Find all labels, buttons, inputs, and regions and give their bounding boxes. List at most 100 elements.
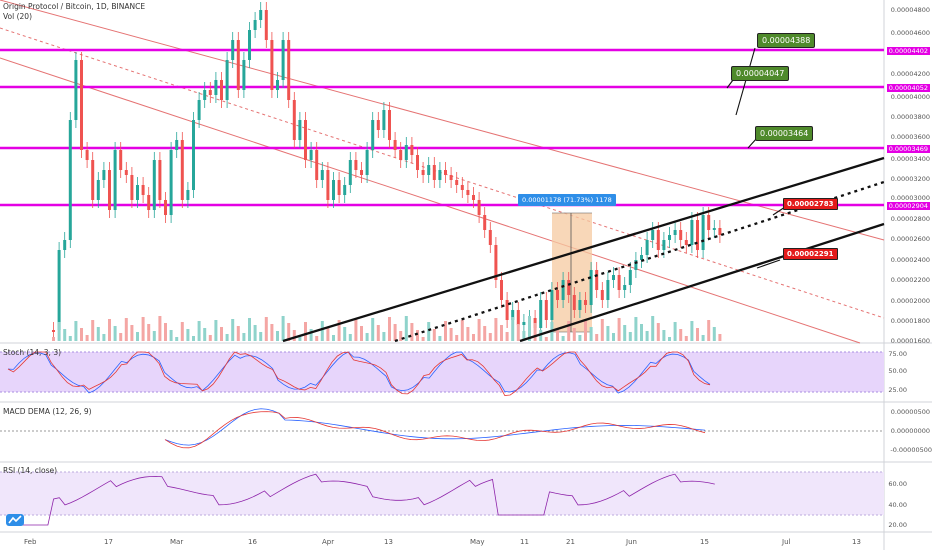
volume-bar — [628, 332, 632, 341]
desc-channel-upper[interactable] — [0, 0, 885, 241]
price-label: 0.00002400 — [890, 256, 930, 264]
candle — [287, 40, 291, 100]
price-label: 0.00002000 — [890, 297, 930, 305]
volume-bar — [214, 320, 218, 341]
candle — [147, 195, 151, 210]
candle — [253, 20, 257, 30]
time-label: 16 — [248, 538, 257, 546]
candle — [74, 60, 78, 120]
candle — [567, 280, 571, 295]
volume-bar — [360, 326, 363, 341]
volume-bar — [696, 328, 699, 341]
candle — [270, 40, 274, 90]
volume-bar — [438, 336, 442, 341]
volume-bar — [141, 317, 145, 341]
candle — [152, 160, 156, 210]
time-label: Feb — [24, 538, 37, 546]
volume-bar — [91, 320, 95, 341]
candle — [718, 228, 722, 235]
candle — [63, 240, 67, 250]
volume-bar — [578, 335, 582, 341]
candle — [186, 190, 190, 200]
candle — [712, 228, 716, 230]
volume-bar — [180, 322, 184, 341]
price-tag-upper[interactable]: 0.00002783 — [783, 198, 838, 210]
desc-channel-lower[interactable] — [0, 57, 861, 344]
volume-bar — [169, 330, 173, 341]
candle — [640, 255, 643, 260]
desc-channel-mid[interactable] — [0, 27, 885, 319]
volume-bar — [600, 319, 604, 341]
candle — [164, 200, 167, 215]
measure-label[interactable]: 0.00001178 (71.73%) 1178 — [518, 194, 616, 206]
volume-bar — [561, 336, 565, 341]
candle — [449, 175, 453, 180]
asc-channel-lower[interactable] — [519, 222, 885, 343]
candle — [460, 185, 464, 190]
candle — [169, 150, 173, 215]
volume-bar — [472, 334, 475, 341]
candle — [673, 230, 677, 235]
candle — [382, 110, 386, 130]
volume-bar — [68, 336, 72, 341]
stoch-axis-50: 50.00 — [888, 367, 907, 375]
volume-bar — [393, 324, 397, 341]
rsi-line — [8, 473, 715, 526]
candle — [612, 275, 615, 280]
volume-bar — [584, 320, 587, 341]
price-label: 0.00003400 — [890, 155, 930, 163]
volume-bar — [707, 320, 711, 341]
volume-bar — [516, 324, 520, 341]
candle — [91, 160, 95, 200]
volume-bar — [427, 322, 431, 341]
macd-axis-pos: 0.00000500 — [890, 408, 930, 416]
callout-3[interactable]: 0.00003464 — [755, 126, 814, 141]
volume-bar — [404, 316, 408, 341]
volume-bar — [567, 321, 571, 341]
volume-bar — [315, 336, 319, 341]
candle — [175, 140, 179, 150]
candle — [645, 240, 649, 255]
volume-bar — [337, 320, 341, 341]
candle — [662, 240, 666, 250]
candle — [360, 170, 363, 175]
stoch-axis-75: 75.00 — [888, 350, 907, 358]
callout-2[interactable]: 0.00004047 — [731, 66, 790, 81]
measure-box[interactable] — [552, 213, 592, 332]
volume-bar — [203, 328, 207, 341]
candle — [108, 170, 111, 210]
rsi-axis-20: 20.00 — [888, 521, 907, 529]
price-label: 0.00002200 — [890, 276, 930, 284]
candle — [376, 120, 380, 130]
candle — [404, 145, 408, 160]
candle — [477, 200, 481, 215]
price-tag-lower[interactable]: 0.00002291 — [783, 248, 838, 260]
volume-bar — [220, 327, 223, 341]
volume-bar — [236, 326, 240, 341]
price-label: 0.00004600 — [890, 29, 930, 37]
price-label: 0.00004052 — [886, 84, 930, 92]
candle — [561, 280, 565, 300]
candle — [701, 215, 705, 250]
candle — [500, 280, 503, 300]
volume-bar — [326, 328, 330, 341]
time-label: May — [470, 538, 485, 546]
volume-bar — [718, 334, 722, 341]
time-label: Jul — [782, 538, 791, 546]
volume-bar — [449, 328, 453, 341]
volume-bar — [528, 316, 531, 341]
candle — [483, 215, 487, 230]
candle — [416, 155, 419, 170]
callout-1[interactable]: 0.00004388 — [757, 33, 816, 48]
candle — [343, 185, 347, 195]
volume-bar — [287, 323, 291, 341]
asc-channel-upper[interactable] — [282, 156, 885, 343]
candle — [264, 10, 268, 40]
time-label: Apr — [322, 538, 335, 546]
volume-bar — [572, 328, 576, 341]
volume-bar — [292, 330, 296, 341]
rsi-label: RSI (14, close) — [3, 466, 58, 475]
candle — [651, 230, 655, 240]
candle — [124, 170, 128, 175]
